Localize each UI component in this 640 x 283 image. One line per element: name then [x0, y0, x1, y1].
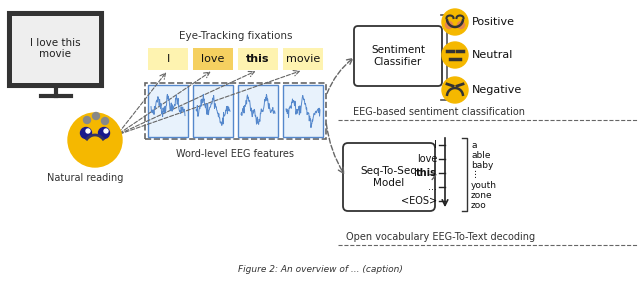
Circle shape: [99, 128, 109, 138]
Text: Natural reading: Natural reading: [47, 173, 123, 183]
Text: ⋮: ⋮: [471, 170, 480, 179]
Circle shape: [102, 117, 109, 125]
Text: Open vocabulary EEG-To-Text decoding: Open vocabulary EEG-To-Text decoding: [346, 232, 535, 242]
Text: this: this: [416, 168, 437, 178]
FancyBboxPatch shape: [343, 143, 435, 211]
Text: Seq-To-Seq
Model: Seq-To-Seq Model: [360, 166, 417, 188]
Text: Negative: Negative: [472, 85, 522, 95]
FancyBboxPatch shape: [193, 48, 233, 70]
FancyBboxPatch shape: [238, 85, 278, 137]
FancyBboxPatch shape: [148, 85, 188, 137]
Text: a: a: [471, 140, 477, 149]
FancyBboxPatch shape: [238, 48, 278, 70]
Circle shape: [83, 117, 90, 123]
Circle shape: [442, 9, 468, 35]
Circle shape: [458, 22, 465, 29]
Text: EEG-based sentiment classification: EEG-based sentiment classification: [353, 107, 525, 117]
Text: zoo: zoo: [471, 200, 487, 209]
Text: Word-level EEG features: Word-level EEG features: [177, 149, 294, 159]
Circle shape: [93, 113, 99, 119]
FancyBboxPatch shape: [148, 48, 188, 70]
Text: love: love: [202, 54, 225, 64]
Circle shape: [86, 129, 90, 133]
FancyBboxPatch shape: [283, 48, 323, 70]
Text: ...: ...: [428, 182, 437, 192]
Text: able: able: [471, 151, 490, 160]
Circle shape: [442, 77, 468, 103]
Text: I: I: [434, 140, 437, 150]
Circle shape: [445, 22, 452, 29]
Circle shape: [81, 128, 92, 138]
FancyBboxPatch shape: [12, 16, 99, 83]
Text: Sentiment
Classifier: Sentiment Classifier: [371, 45, 425, 67]
Text: Figure 2: An overview of ... (caption): Figure 2: An overview of ... (caption): [237, 265, 403, 275]
Circle shape: [104, 129, 108, 133]
Text: youth: youth: [471, 181, 497, 190]
Text: <EOS>: <EOS>: [401, 196, 437, 206]
FancyBboxPatch shape: [354, 26, 442, 86]
Circle shape: [68, 113, 122, 167]
Text: this: this: [246, 54, 269, 64]
Text: Neutral: Neutral: [472, 50, 513, 60]
FancyBboxPatch shape: [283, 85, 323, 137]
Text: Eye-Tracking fixations: Eye-Tracking fixations: [179, 31, 292, 41]
Circle shape: [442, 42, 468, 68]
FancyBboxPatch shape: [8, 12, 103, 87]
Text: baby: baby: [471, 160, 493, 170]
Text: movie: movie: [286, 54, 320, 64]
Text: I: I: [166, 54, 170, 64]
Text: I love this
movie: I love this movie: [30, 38, 81, 59]
Text: love: love: [417, 154, 437, 164]
FancyBboxPatch shape: [193, 85, 233, 137]
Text: Positive: Positive: [472, 17, 515, 27]
Text: zone: zone: [471, 190, 493, 200]
